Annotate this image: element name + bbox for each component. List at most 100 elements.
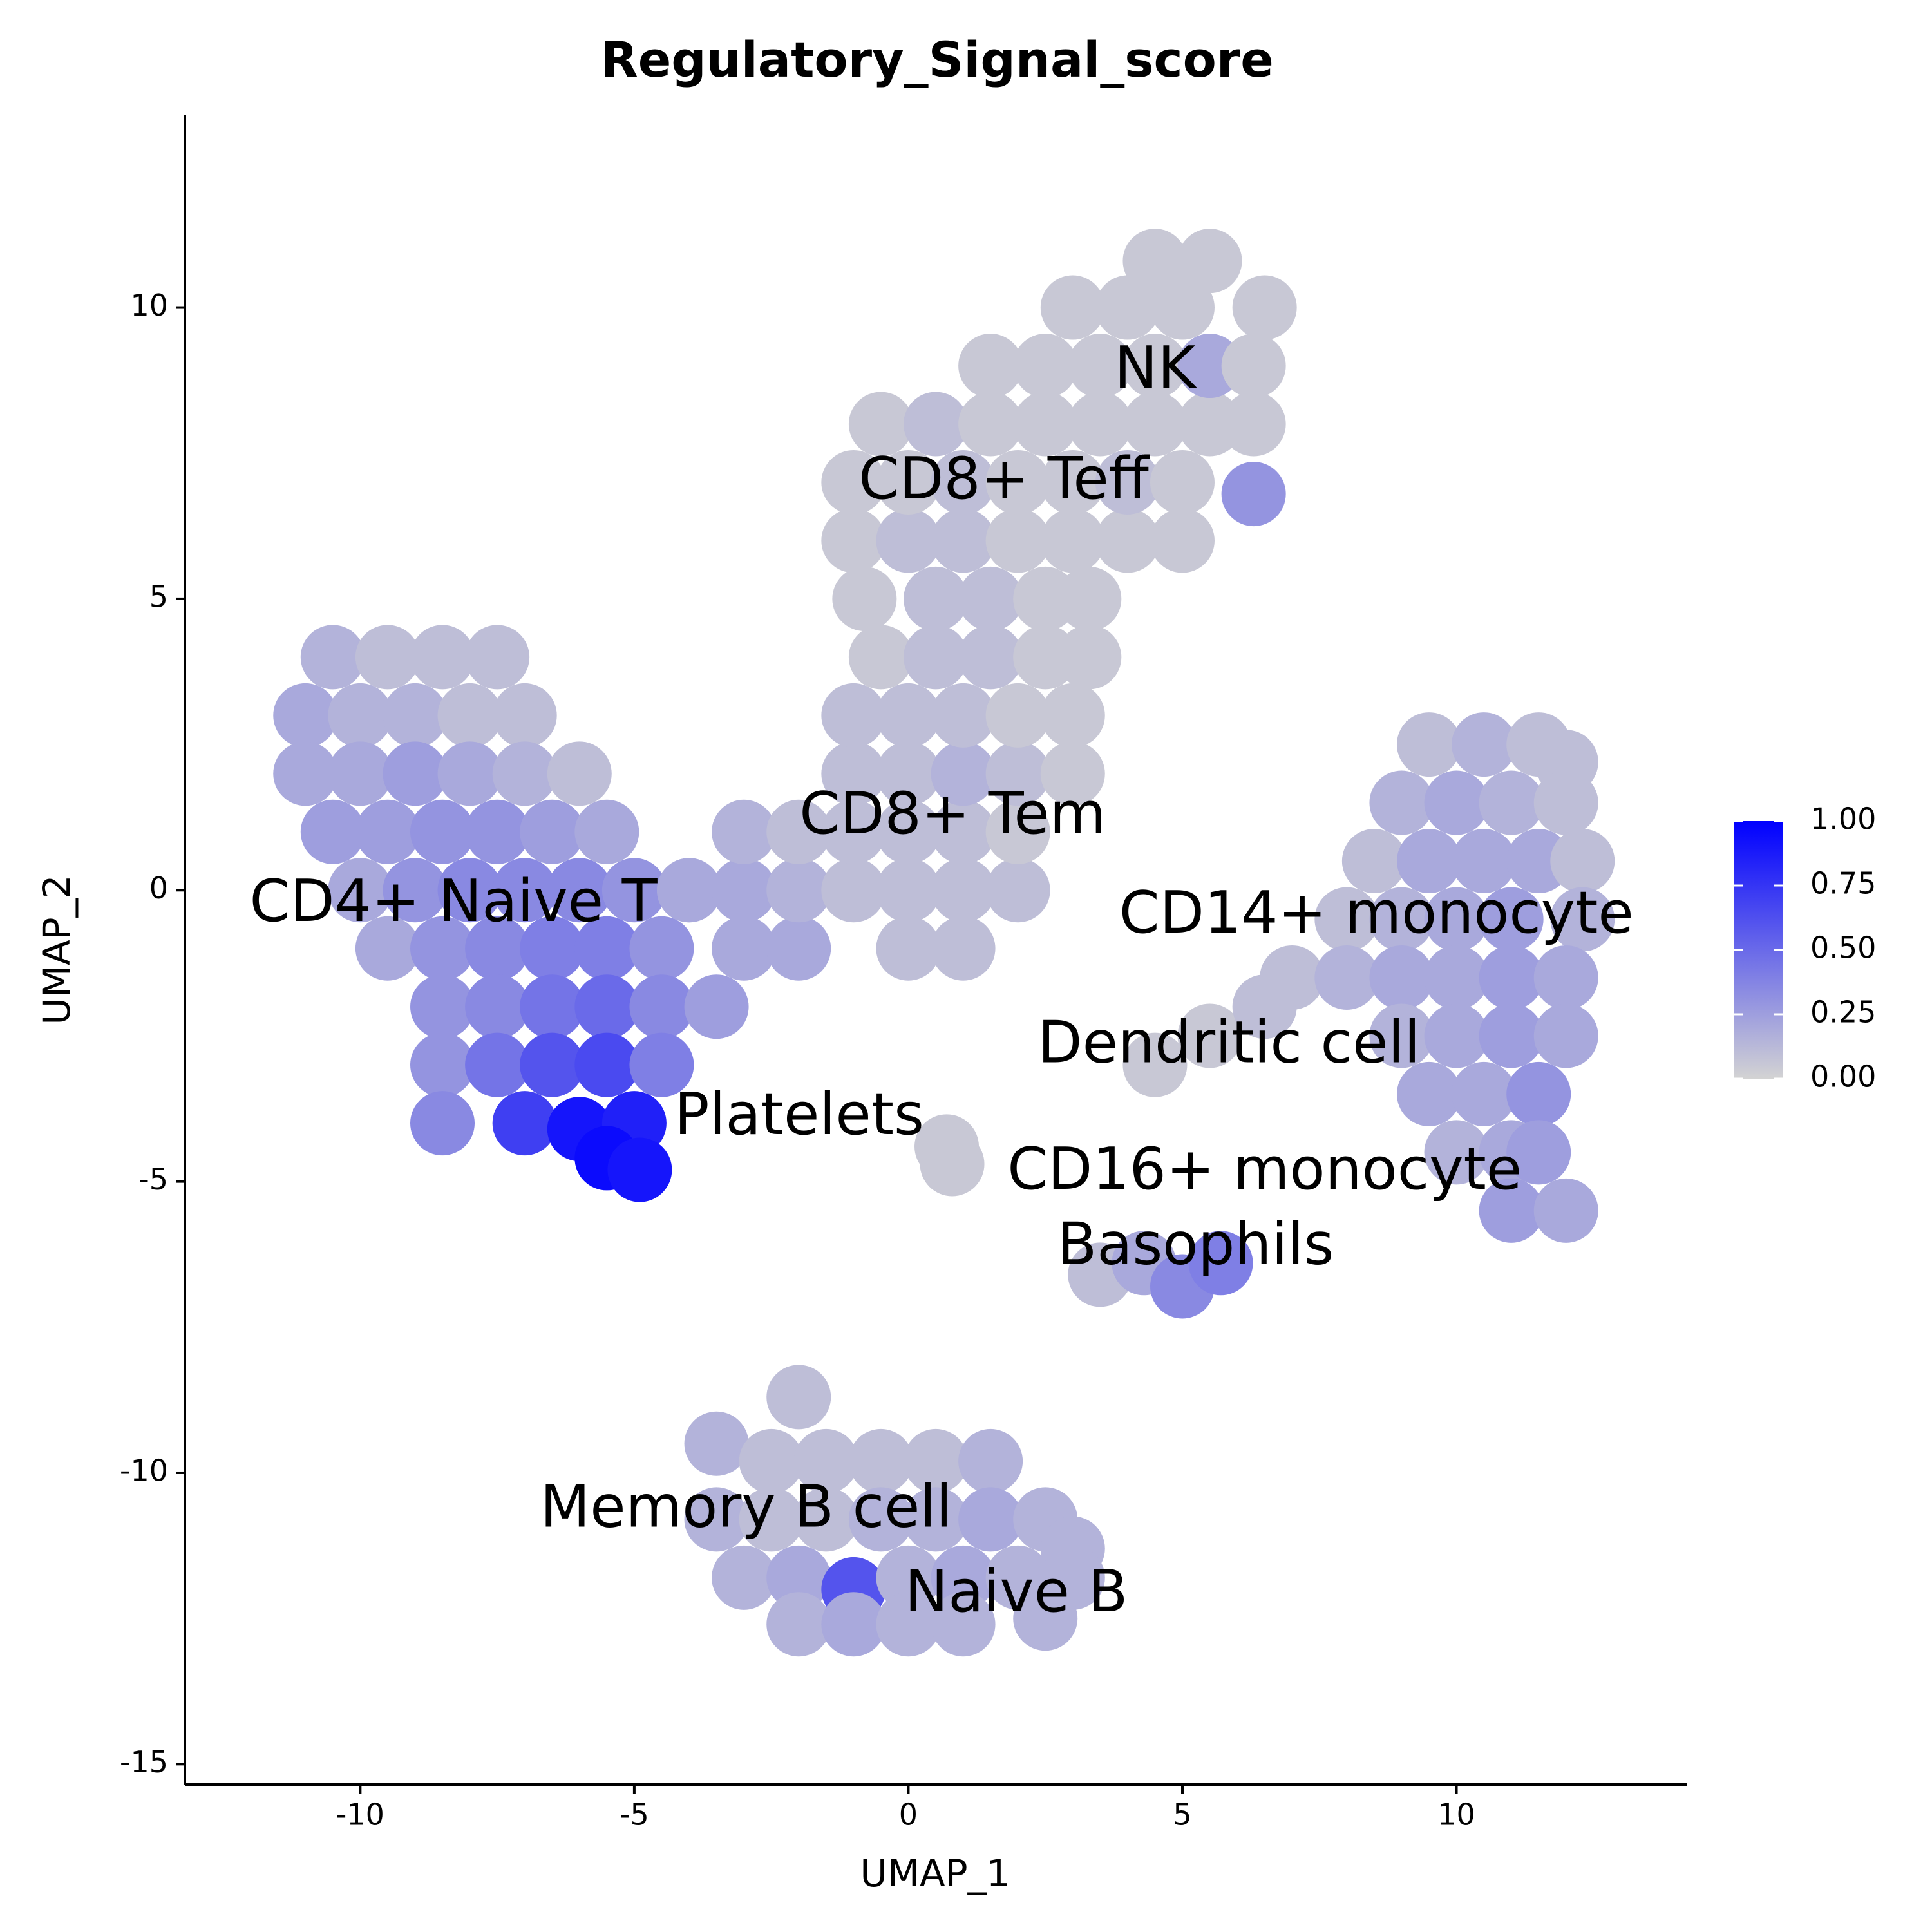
colorbar-tick-label: 0.00 bbox=[1810, 1059, 1876, 1094]
cluster-label: Memory B cell bbox=[540, 1473, 952, 1541]
cell-point bbox=[410, 799, 475, 864]
cell-point bbox=[766, 1365, 831, 1430]
cluster-label: Basophils bbox=[1057, 1211, 1334, 1278]
cell-point bbox=[1479, 887, 1544, 952]
cell-point bbox=[1424, 945, 1489, 1010]
cell-point bbox=[1369, 945, 1434, 1010]
cell-point bbox=[821, 450, 886, 515]
cluster-label: Platelets bbox=[674, 1081, 924, 1148]
cell-point bbox=[629, 1032, 694, 1097]
cell-point bbox=[712, 799, 777, 864]
cell-point bbox=[547, 741, 612, 806]
cell-point bbox=[492, 1091, 557, 1156]
cell-point bbox=[684, 974, 749, 1039]
cell-point bbox=[547, 858, 612, 923]
cell-point bbox=[1479, 1003, 1544, 1068]
cell-point bbox=[985, 508, 1050, 573]
cell-point bbox=[1040, 450, 1105, 515]
cluster-label: CD16+ monocyte bbox=[1007, 1135, 1522, 1203]
cell-point bbox=[931, 741, 996, 806]
cell-point bbox=[985, 450, 1050, 515]
cell-point bbox=[465, 625, 530, 690]
cell-point bbox=[876, 683, 941, 748]
cell-point bbox=[821, 741, 886, 806]
cell-point bbox=[1177, 229, 1242, 294]
cell-point bbox=[629, 916, 694, 981]
cell-point bbox=[985, 741, 1050, 806]
cell-point bbox=[1369, 770, 1434, 835]
x-tick-label: 10 bbox=[1437, 1797, 1475, 1832]
cell-point bbox=[1424, 770, 1489, 835]
cell-point bbox=[1424, 1120, 1489, 1185]
cell-point bbox=[793, 1428, 858, 1493]
cluster-label: CD8+ Tem bbox=[799, 780, 1106, 848]
cell-point bbox=[355, 799, 420, 864]
cell-point bbox=[766, 916, 831, 981]
cell-point bbox=[1095, 508, 1160, 573]
cell-point bbox=[1396, 1061, 1461, 1126]
cell-point bbox=[1452, 1061, 1517, 1126]
cell-point bbox=[931, 450, 996, 515]
cell-point bbox=[931, 799, 996, 864]
cell-point bbox=[657, 858, 722, 923]
cell-point bbox=[958, 334, 1023, 399]
cell-point bbox=[821, 1592, 886, 1657]
cell-point bbox=[465, 1032, 530, 1097]
cell-point bbox=[1013, 1586, 1078, 1651]
cell-point bbox=[904, 392, 968, 457]
cell-point bbox=[1040, 741, 1105, 806]
cell-point bbox=[1424, 887, 1489, 952]
cell-point bbox=[520, 974, 585, 1039]
cell-point bbox=[904, 1428, 968, 1493]
cell-point bbox=[931, 1545, 996, 1610]
cell-point bbox=[985, 799, 1050, 864]
cell-point bbox=[876, 916, 941, 981]
cell-point bbox=[985, 858, 1050, 923]
cell-point bbox=[904, 1487, 968, 1552]
cell-point bbox=[712, 916, 777, 981]
cell-point bbox=[904, 625, 968, 690]
cell-point bbox=[958, 566, 1023, 631]
cell-point bbox=[520, 1032, 585, 1097]
cell-point bbox=[492, 683, 557, 748]
cell-point bbox=[465, 974, 530, 1039]
cell-point bbox=[1424, 1003, 1489, 1068]
cell-point bbox=[300, 799, 365, 864]
cell-point bbox=[684, 1487, 749, 1552]
y-tick-label: 5 bbox=[149, 579, 168, 614]
cell-point bbox=[629, 974, 694, 1039]
cluster-label: CD4+ Naive T bbox=[249, 867, 658, 935]
cell-point bbox=[328, 858, 393, 923]
cell-point bbox=[848, 1487, 913, 1552]
cell-point bbox=[766, 799, 831, 864]
cell-point bbox=[1479, 1178, 1544, 1243]
cell-point bbox=[931, 1592, 996, 1657]
cell-point bbox=[410, 1091, 475, 1156]
cell-point bbox=[1550, 887, 1615, 952]
cell-point bbox=[876, 450, 941, 515]
cell-point bbox=[931, 916, 996, 981]
cell-point bbox=[766, 1592, 831, 1657]
cell-point bbox=[465, 916, 530, 981]
x-tick-label: 0 bbox=[899, 1797, 918, 1832]
cell-point bbox=[1533, 945, 1598, 1010]
x-tick-label: 5 bbox=[1173, 1797, 1191, 1832]
cell-point bbox=[1506, 1061, 1571, 1126]
cell-point bbox=[1533, 1178, 1598, 1243]
cell-point bbox=[931, 858, 996, 923]
cell-point bbox=[1150, 450, 1215, 515]
cell-point bbox=[410, 916, 475, 981]
cell-point bbox=[766, 1545, 831, 1610]
cell-point bbox=[1221, 392, 1286, 457]
cluster-label: CD14+ monocyte bbox=[1119, 879, 1634, 947]
cell-point bbox=[1040, 683, 1105, 748]
cell-point bbox=[920, 1132, 985, 1197]
cell-point bbox=[601, 858, 667, 923]
cell-point bbox=[958, 1428, 1023, 1493]
cell-point bbox=[958, 625, 1023, 690]
cell-point bbox=[848, 392, 913, 457]
cell-point bbox=[1396, 829, 1461, 894]
cell-point bbox=[1122, 229, 1188, 294]
